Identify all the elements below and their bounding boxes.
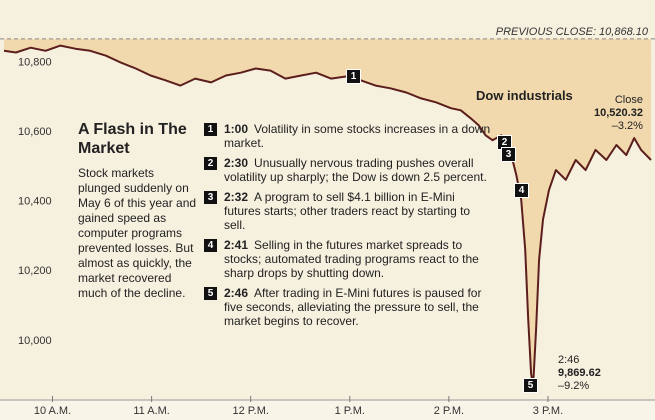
series-label: Dow industrials bbox=[476, 88, 573, 103]
y-tick-label: 10,800 bbox=[18, 57, 52, 69]
event-text: A program to sell $4.1 billion in E-Mini… bbox=[224, 190, 471, 232]
area bbox=[3, 38, 652, 387]
series-line bbox=[3, 44, 652, 388]
event-number: 2 bbox=[204, 157, 217, 170]
event-text: After trading in E-Mini futures is pause… bbox=[224, 286, 482, 328]
y-tick-label: 10,000 bbox=[18, 335, 52, 347]
y-tick-label: 10,200 bbox=[18, 265, 52, 277]
axis-band bbox=[0, 400, 655, 420]
event-text: Selling in the futures market spreads to… bbox=[224, 238, 479, 280]
x-tick-label: 2 P.M. bbox=[434, 405, 464, 417]
chart-title: A Flash in The Market bbox=[78, 121, 187, 157]
event-text: Volatility in some stocks increases in a… bbox=[224, 122, 491, 150]
event: 3 2:32 A program to sell $4.1 billion in E… bbox=[204, 190, 494, 232]
event-text: Unusually nervous trading pushes overall… bbox=[224, 156, 487, 184]
low-time: 2:46 bbox=[558, 354, 580, 366]
event: 5 2:46 After trading in E-Mini futures is … bbox=[204, 286, 494, 328]
x-tick-label: 10 A.M. bbox=[34, 405, 71, 417]
event-time: 2:30 bbox=[224, 156, 249, 170]
event-marker: 4 bbox=[514, 183, 529, 198]
event-number: 1 bbox=[204, 123, 217, 136]
low-value: 9,869.62 bbox=[558, 367, 601, 379]
x-tick-label: 3 P.M. bbox=[533, 405, 563, 417]
close-value: 10,520.32 bbox=[594, 107, 643, 119]
description: Stock markets plunged suddenly on May 6 … bbox=[78, 166, 197, 300]
low-change: –9.2% bbox=[558, 380, 590, 392]
event-marker: 1 bbox=[346, 69, 361, 84]
main-layer: PREVIOUS CLOSE: 10,868.10 10,000 10,200 10,… bbox=[0, 26, 655, 417]
event-marker: 3 bbox=[501, 147, 516, 162]
event-marker: 5 bbox=[523, 378, 538, 393]
event-list: 1 1:00 Volatility in some stocks increases… bbox=[204, 122, 494, 334]
event-number: 5 bbox=[204, 287, 217, 300]
close-annotation: Close 10,520.32 –3.2% bbox=[594, 94, 643, 133]
close-label: Close bbox=[614, 94, 643, 106]
y-tick-label: 10,600 bbox=[18, 126, 52, 138]
event-time: 2:32 bbox=[224, 190, 249, 204]
area-layer bbox=[3, 38, 652, 387]
event: 4 2:41 Selling in the futures market sprea… bbox=[204, 238, 494, 280]
x-tick-label: 1 P.M. bbox=[335, 405, 365, 417]
event: 1 1:00 Volatility in some stocks increases… bbox=[204, 122, 494, 150]
x-tick-label: 11 A.M. bbox=[133, 405, 169, 417]
event: 2 2:30 Unusually nervous trading pushes ov… bbox=[204, 156, 494, 184]
event-number: 4 bbox=[204, 239, 217, 252]
event-time: 2:41 bbox=[224, 238, 249, 252]
x-tick-label: 12 P.M. bbox=[232, 405, 269, 417]
event-time: 1:00 bbox=[224, 122, 249, 136]
event-number: 3 bbox=[204, 191, 217, 204]
event-time: 2:46 bbox=[224, 286, 249, 300]
y-tick-label: 10,400 bbox=[18, 196, 52, 208]
close-change: –3.2% bbox=[611, 120, 643, 132]
reference-label: PREVIOUS CLOSE: 10,868.10 bbox=[496, 26, 649, 38]
low-annotation: 2:46 9,869.62 –9.2% bbox=[558, 354, 601, 393]
event-marker: 2 bbox=[497, 135, 512, 150]
